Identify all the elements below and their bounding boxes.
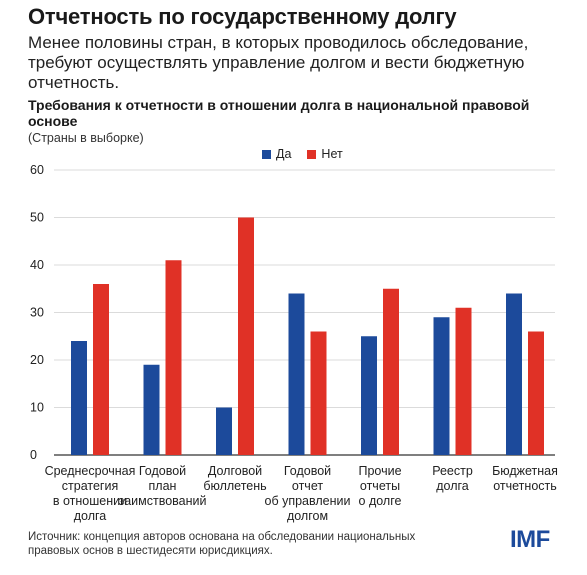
bar-no-3 (310, 331, 327, 455)
chart-title: Требования к отчетности в отношении долг… (28, 97, 530, 129)
bar-yes-2 (216, 407, 232, 455)
bar-no-5 (455, 307, 472, 455)
x-tick-label-line: заимствований (118, 494, 206, 508)
page-headline: Отчетность по государственному долгу (28, 4, 457, 29)
bar-yes-1 (143, 364, 160, 455)
x-tick-label-line: Среднесрочная (45, 464, 136, 478)
x-tick-label-line: отчеты (360, 479, 400, 493)
x-tick-label-line: стратегия (62, 479, 118, 493)
y-tick-label: 0 (30, 448, 37, 462)
x-tick-label-line: долга (74, 509, 107, 523)
y-tick-label: 20 (30, 353, 44, 367)
x-tick-label-line: долга (436, 479, 469, 493)
bar-yes-0 (71, 341, 87, 455)
x-tick-label: Долговой бюллетень (203, 464, 266, 493)
x-axis-labels: Среднесрочная стратегия в отношении долгаГо… (45, 464, 558, 523)
x-tick-label-line: план (149, 479, 177, 493)
bar-no-1 (165, 260, 182, 455)
x-tick-label-line: отчет (292, 479, 323, 493)
legend-item-no: Нет (307, 147, 343, 161)
x-tick-label: Среднесрочная стратегия в отношении долга (45, 464, 136, 523)
x-tick-label: Годовой план заимствований (118, 464, 206, 508)
chart-legend: Да Нет (262, 147, 359, 161)
x-tick-label-line: в отношении (53, 494, 127, 508)
x-tick-label-line: Годовой (139, 464, 186, 478)
legend-item-yes: Да (262, 147, 291, 161)
x-tick-label-line: Годовой (284, 464, 331, 478)
source-note: Источник: концепция авторов основана на … (28, 531, 416, 557)
bar-yes-5 (433, 317, 450, 455)
x-tick-label-line: долгом (287, 509, 328, 523)
x-tick-label-line: Прочие (358, 464, 401, 478)
x-tick-label-line: бюллетень (203, 479, 266, 493)
y-axis-ticks: 0 10 20 30 40 50 60 (30, 163, 44, 462)
x-tick-label-line: Бюджетная (492, 464, 558, 478)
y-tick-label: 30 (30, 306, 44, 320)
bar-yes-3 (288, 293, 305, 455)
bar-no-6 (528, 331, 544, 455)
x-tick-label: Бюджетная отчетность (492, 464, 558, 493)
y-tick-label: 60 (30, 163, 44, 177)
bar-no-0 (93, 284, 109, 455)
bar-yes-6 (506, 293, 522, 455)
x-tick-label: Реестр долга (432, 464, 473, 493)
page-subheadline: Менее половины стран, в которых проводил… (28, 33, 529, 92)
legend-swatch-yes (262, 149, 271, 159)
chart-subtitle: (Страны в выборке) (28, 131, 144, 145)
x-tick-label-line: Реестр (432, 464, 473, 478)
x-tick-label: Прочие отчеты о долге (358, 464, 401, 508)
x-tick-label-line: о долге (359, 494, 402, 508)
bar-no-4 (383, 288, 399, 455)
bar-no-2 (238, 217, 254, 455)
bars (71, 217, 544, 455)
legend-swatch-no (307, 149, 317, 159)
x-tick-label: Годовой отчет об управлении долгом (265, 464, 351, 523)
imf-logo: IMF (510, 526, 550, 553)
x-tick-label-line: Долговой (208, 464, 262, 478)
y-tick-label: 50 (30, 211, 44, 225)
x-tick-label-line: об управлении (265, 494, 351, 508)
legend-label-yes: Да (276, 147, 292, 161)
legend-label-no: Нет (321, 147, 343, 161)
x-tick-label-line: отчетность (493, 479, 557, 493)
bar-yes-4 (361, 336, 377, 455)
y-tick-label: 10 (30, 401, 44, 415)
y-tick-label: 40 (30, 258, 44, 272)
